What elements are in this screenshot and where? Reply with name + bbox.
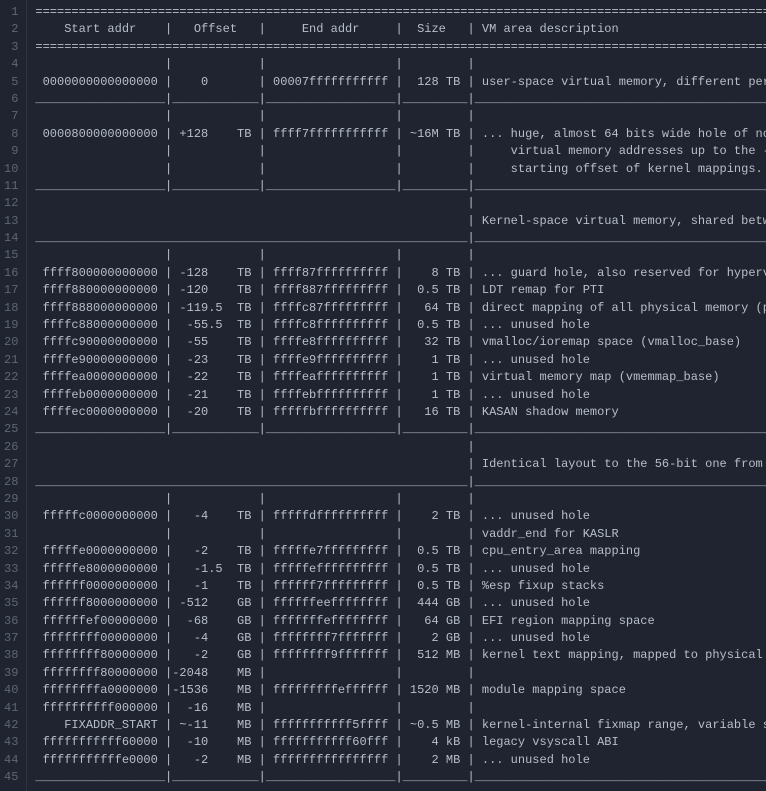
line-number: 28 <box>4 474 18 491</box>
code-line: fffffc0000000000 | -4 TB | fffffdfffffff… <box>35 508 766 525</box>
line-number: 26 <box>4 439 18 456</box>
code-line: ffff800000000000 | -128 TB | ffff87fffff… <box>35 265 766 282</box>
code-line: | | | | <box>35 108 766 125</box>
line-number: 35 <box>4 595 18 612</box>
code-line: | <box>35 439 766 456</box>
code-line: | <box>35 195 766 212</box>
code-line: | Identical layout to the 56-bit one fro… <box>35 456 766 473</box>
code-line: ffffffef00000000 | -68 GB | fffffffeffff… <box>35 613 766 630</box>
line-number: 42 <box>4 717 18 734</box>
code-line: | | | | virtual memory addresses up to t… <box>35 143 766 160</box>
line-number: 36 <box>4 613 18 630</box>
code-line: ffff888000000000 | -119.5 TB | ffffc87ff… <box>35 300 766 317</box>
line-number: 14 <box>4 230 18 247</box>
code-line: ffffffff80000000 |-2048 MB | | | <box>35 665 766 682</box>
line-number: 13 <box>4 213 18 230</box>
code-line: 0000800000000000 | +128 TB | ffff7ffffff… <box>35 126 766 143</box>
line-number: 11 <box>4 178 18 195</box>
code-line: fffffffffffe0000 | -2 MB | fffffffffffff… <box>35 752 766 769</box>
code-line: __________________|____________|________… <box>35 769 766 786</box>
code-line: ffffc88000000000 | -55.5 TB | ffffc8ffff… <box>35 317 766 334</box>
code-line: fffffe8000000000 | -1.5 TB | fffffefffff… <box>35 561 766 578</box>
line-number: 16 <box>4 265 18 282</box>
code-line: ffffffffff000000 | -16 MB | | | <box>35 700 766 717</box>
line-number: 6 <box>4 91 18 108</box>
line-number: 29 <box>4 491 18 508</box>
code-line: ffffffffa0000000 |-1536 MB | fffffffffef… <box>35 682 766 699</box>
code-line: ________________________________________… <box>35 230 766 247</box>
line-number: 10 <box>4 161 18 178</box>
line-number: 33 <box>4 561 18 578</box>
code-line: | | | | vaddr_end for KASLR <box>35 526 766 543</box>
line-number: 30 <box>4 508 18 525</box>
code-line: __________________|____________|________… <box>35 91 766 108</box>
code-line: ffffec0000000000 | -20 TB | fffffbffffff… <box>35 404 766 421</box>
line-number: 32 <box>4 543 18 560</box>
code-line: ========================================… <box>35 4 766 21</box>
code-line: ffffffff00000000 | -4 GB | ffffffff7ffff… <box>35 630 766 647</box>
code-line: FIXADDR_START | ~-11 MB | fffffffffff5ff… <box>35 717 766 734</box>
line-number: 8 <box>4 126 18 143</box>
code-line: | | | | <box>35 56 766 73</box>
line-number: 19 <box>4 317 18 334</box>
code-line: ffffe90000000000 | -23 TB | ffffe9ffffff… <box>35 352 766 369</box>
line-number: 34 <box>4 578 18 595</box>
line-number: 7 <box>4 108 18 125</box>
code-content: ========================================… <box>27 0 766 791</box>
code-line: Start addr | Offset | End addr | Size | … <box>35 21 766 38</box>
code-line: 0000000000000000 | 0 | 00007fffffffffff … <box>35 74 766 91</box>
line-number: 15 <box>4 247 18 264</box>
line-number: 37 <box>4 630 18 647</box>
line-number: 24 <box>4 404 18 421</box>
line-number: 9 <box>4 143 18 160</box>
code-line: ffffffff80000000 | -2 GB | ffffffff9ffff… <box>35 647 766 664</box>
line-number: 22 <box>4 369 18 386</box>
code-line: ffffff0000000000 | -1 TB | ffffff7ffffff… <box>35 578 766 595</box>
code-line: | | | | <box>35 491 766 508</box>
line-number: 40 <box>4 682 18 699</box>
line-number: 21 <box>4 352 18 369</box>
code-line: ffffea0000000000 | -22 TB | ffffeaffffff… <box>35 369 766 386</box>
code-line: fffffe0000000000 | -2 TB | fffffe7ffffff… <box>35 543 766 560</box>
code-line: __________________|____________|________… <box>35 178 766 195</box>
line-number: 45 <box>4 769 18 786</box>
code-line: ffff880000000000 | -120 TB | ffff887ffff… <box>35 282 766 299</box>
line-number: 3 <box>4 39 18 56</box>
code-line: __________________|____________|________… <box>35 421 766 438</box>
line-number: 23 <box>4 387 18 404</box>
line-number: 20 <box>4 334 18 351</box>
code-line: ========================================… <box>35 39 766 56</box>
line-number: 1 <box>4 4 18 21</box>
line-number: 31 <box>4 526 18 543</box>
code-line: | | | | starting offset of kernel mappin… <box>35 161 766 178</box>
line-number: 38 <box>4 647 18 664</box>
code-line: fffffffffff60000 | -10 MB | fffffffffff6… <box>35 734 766 751</box>
code-line: | | | | <box>35 247 766 264</box>
code-line: ffffeb0000000000 | -21 TB | ffffebffffff… <box>35 387 766 404</box>
line-number: 17 <box>4 282 18 299</box>
line-number: 2 <box>4 21 18 38</box>
code-line: ffffc90000000000 | -55 TB | ffffe8ffffff… <box>35 334 766 351</box>
line-number: 12 <box>4 195 18 212</box>
line-number: 5 <box>4 74 18 91</box>
line-number: 18 <box>4 300 18 317</box>
line-number: 44 <box>4 752 18 769</box>
line-number: 39 <box>4 665 18 682</box>
line-number: 25 <box>4 421 18 438</box>
line-number: 4 <box>4 56 18 73</box>
line-number: 27 <box>4 456 18 473</box>
code-line: ________________________________________… <box>35 474 766 491</box>
code-line: ffffff8000000000 | -512 GB | ffffffeefff… <box>35 595 766 612</box>
code-line: | Kernel-space virtual memory, shared be… <box>35 213 766 230</box>
line-number: 43 <box>4 734 18 751</box>
line-number: 41 <box>4 700 18 717</box>
line-number-gutter: 1234567891011121314151617181920212223242… <box>0 0 27 791</box>
